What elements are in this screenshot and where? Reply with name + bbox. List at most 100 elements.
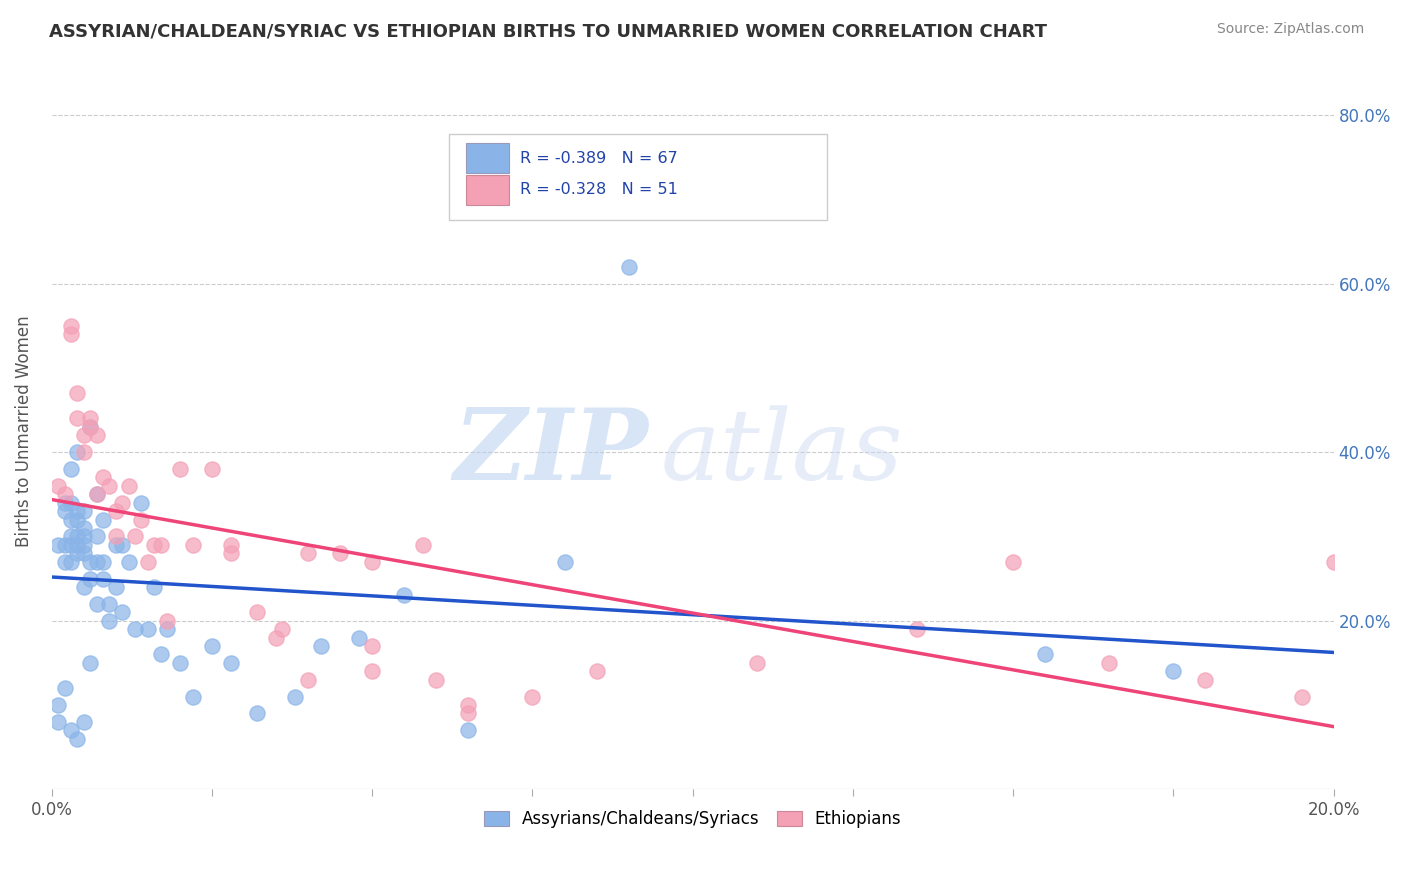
Point	[149, 538, 172, 552]
Point	[46, 479, 69, 493]
Point	[53, 555, 76, 569]
Point	[905, 622, 928, 636]
Point	[617, 260, 640, 274]
Point	[297, 673, 319, 687]
Point	[91, 470, 114, 484]
Point	[53, 538, 76, 552]
Point	[86, 428, 108, 442]
Point	[394, 589, 416, 603]
Point	[53, 681, 76, 695]
Point	[59, 318, 82, 333]
Point	[349, 631, 371, 645]
Point	[59, 529, 82, 543]
Point	[745, 656, 768, 670]
Point	[73, 580, 96, 594]
Point	[73, 714, 96, 729]
Y-axis label: Births to Unmarried Women: Births to Unmarried Women	[15, 315, 32, 547]
Point	[457, 706, 479, 721]
Point	[91, 512, 114, 526]
Point	[59, 723, 82, 738]
Point	[86, 529, 108, 543]
Point	[73, 504, 96, 518]
Point	[118, 479, 141, 493]
Point	[425, 673, 447, 687]
FancyBboxPatch shape	[465, 175, 509, 205]
Point	[457, 723, 479, 738]
Point	[169, 656, 191, 670]
Point	[361, 555, 384, 569]
Point	[1291, 690, 1313, 704]
FancyBboxPatch shape	[449, 134, 827, 219]
Point	[111, 605, 134, 619]
Point	[246, 706, 269, 721]
Point	[79, 555, 101, 569]
Point	[284, 690, 307, 704]
Point	[1098, 656, 1121, 670]
Point	[264, 631, 287, 645]
Point	[181, 690, 204, 704]
Point	[219, 546, 242, 560]
Point	[66, 411, 89, 425]
Point	[522, 690, 544, 704]
Point	[136, 622, 159, 636]
Point	[53, 504, 76, 518]
Point	[73, 521, 96, 535]
Point	[79, 420, 101, 434]
Point	[59, 496, 82, 510]
Point	[156, 622, 179, 636]
Point	[91, 572, 114, 586]
Point	[86, 597, 108, 611]
Point	[86, 487, 108, 501]
Point	[59, 555, 82, 569]
Point	[131, 496, 153, 510]
Point	[181, 538, 204, 552]
Point	[66, 386, 89, 401]
Point	[73, 538, 96, 552]
Point	[46, 698, 69, 712]
Point	[149, 648, 172, 662]
Point	[219, 656, 242, 670]
Point	[124, 622, 146, 636]
Point	[156, 614, 179, 628]
Point	[111, 496, 134, 510]
Point	[457, 698, 479, 712]
Point	[46, 714, 69, 729]
Point	[271, 622, 294, 636]
Point	[361, 639, 384, 653]
Point	[309, 639, 332, 653]
Point	[124, 529, 146, 543]
Legend: Assyrians/Chaldeans/Syriacs, Ethiopians: Assyrians/Chaldeans/Syriacs, Ethiopians	[477, 804, 908, 835]
Point	[73, 529, 96, 543]
Point	[98, 614, 121, 628]
Point	[73, 546, 96, 560]
Text: R = -0.328   N = 51: R = -0.328 N = 51	[520, 182, 678, 197]
Point	[104, 504, 127, 518]
Point	[219, 538, 242, 552]
Text: ZIP: ZIP	[453, 404, 648, 500]
Point	[59, 327, 82, 342]
Point	[136, 555, 159, 569]
Point	[66, 504, 89, 518]
Point	[1002, 555, 1025, 569]
Point	[46, 538, 69, 552]
Point	[118, 555, 141, 569]
Point	[111, 538, 134, 552]
Point	[1194, 673, 1216, 687]
Point	[201, 462, 224, 476]
Point	[86, 487, 108, 501]
Point	[59, 462, 82, 476]
Point	[79, 420, 101, 434]
Point	[98, 597, 121, 611]
Point	[59, 538, 82, 552]
Point	[66, 529, 89, 543]
Point	[79, 656, 101, 670]
Point	[104, 529, 127, 543]
Point	[585, 665, 607, 679]
Point	[79, 411, 101, 425]
Point	[1323, 555, 1346, 569]
Point	[91, 555, 114, 569]
Point	[246, 605, 269, 619]
Point	[131, 512, 153, 526]
Text: Source: ZipAtlas.com: Source: ZipAtlas.com	[1216, 22, 1364, 37]
Point	[66, 731, 89, 746]
